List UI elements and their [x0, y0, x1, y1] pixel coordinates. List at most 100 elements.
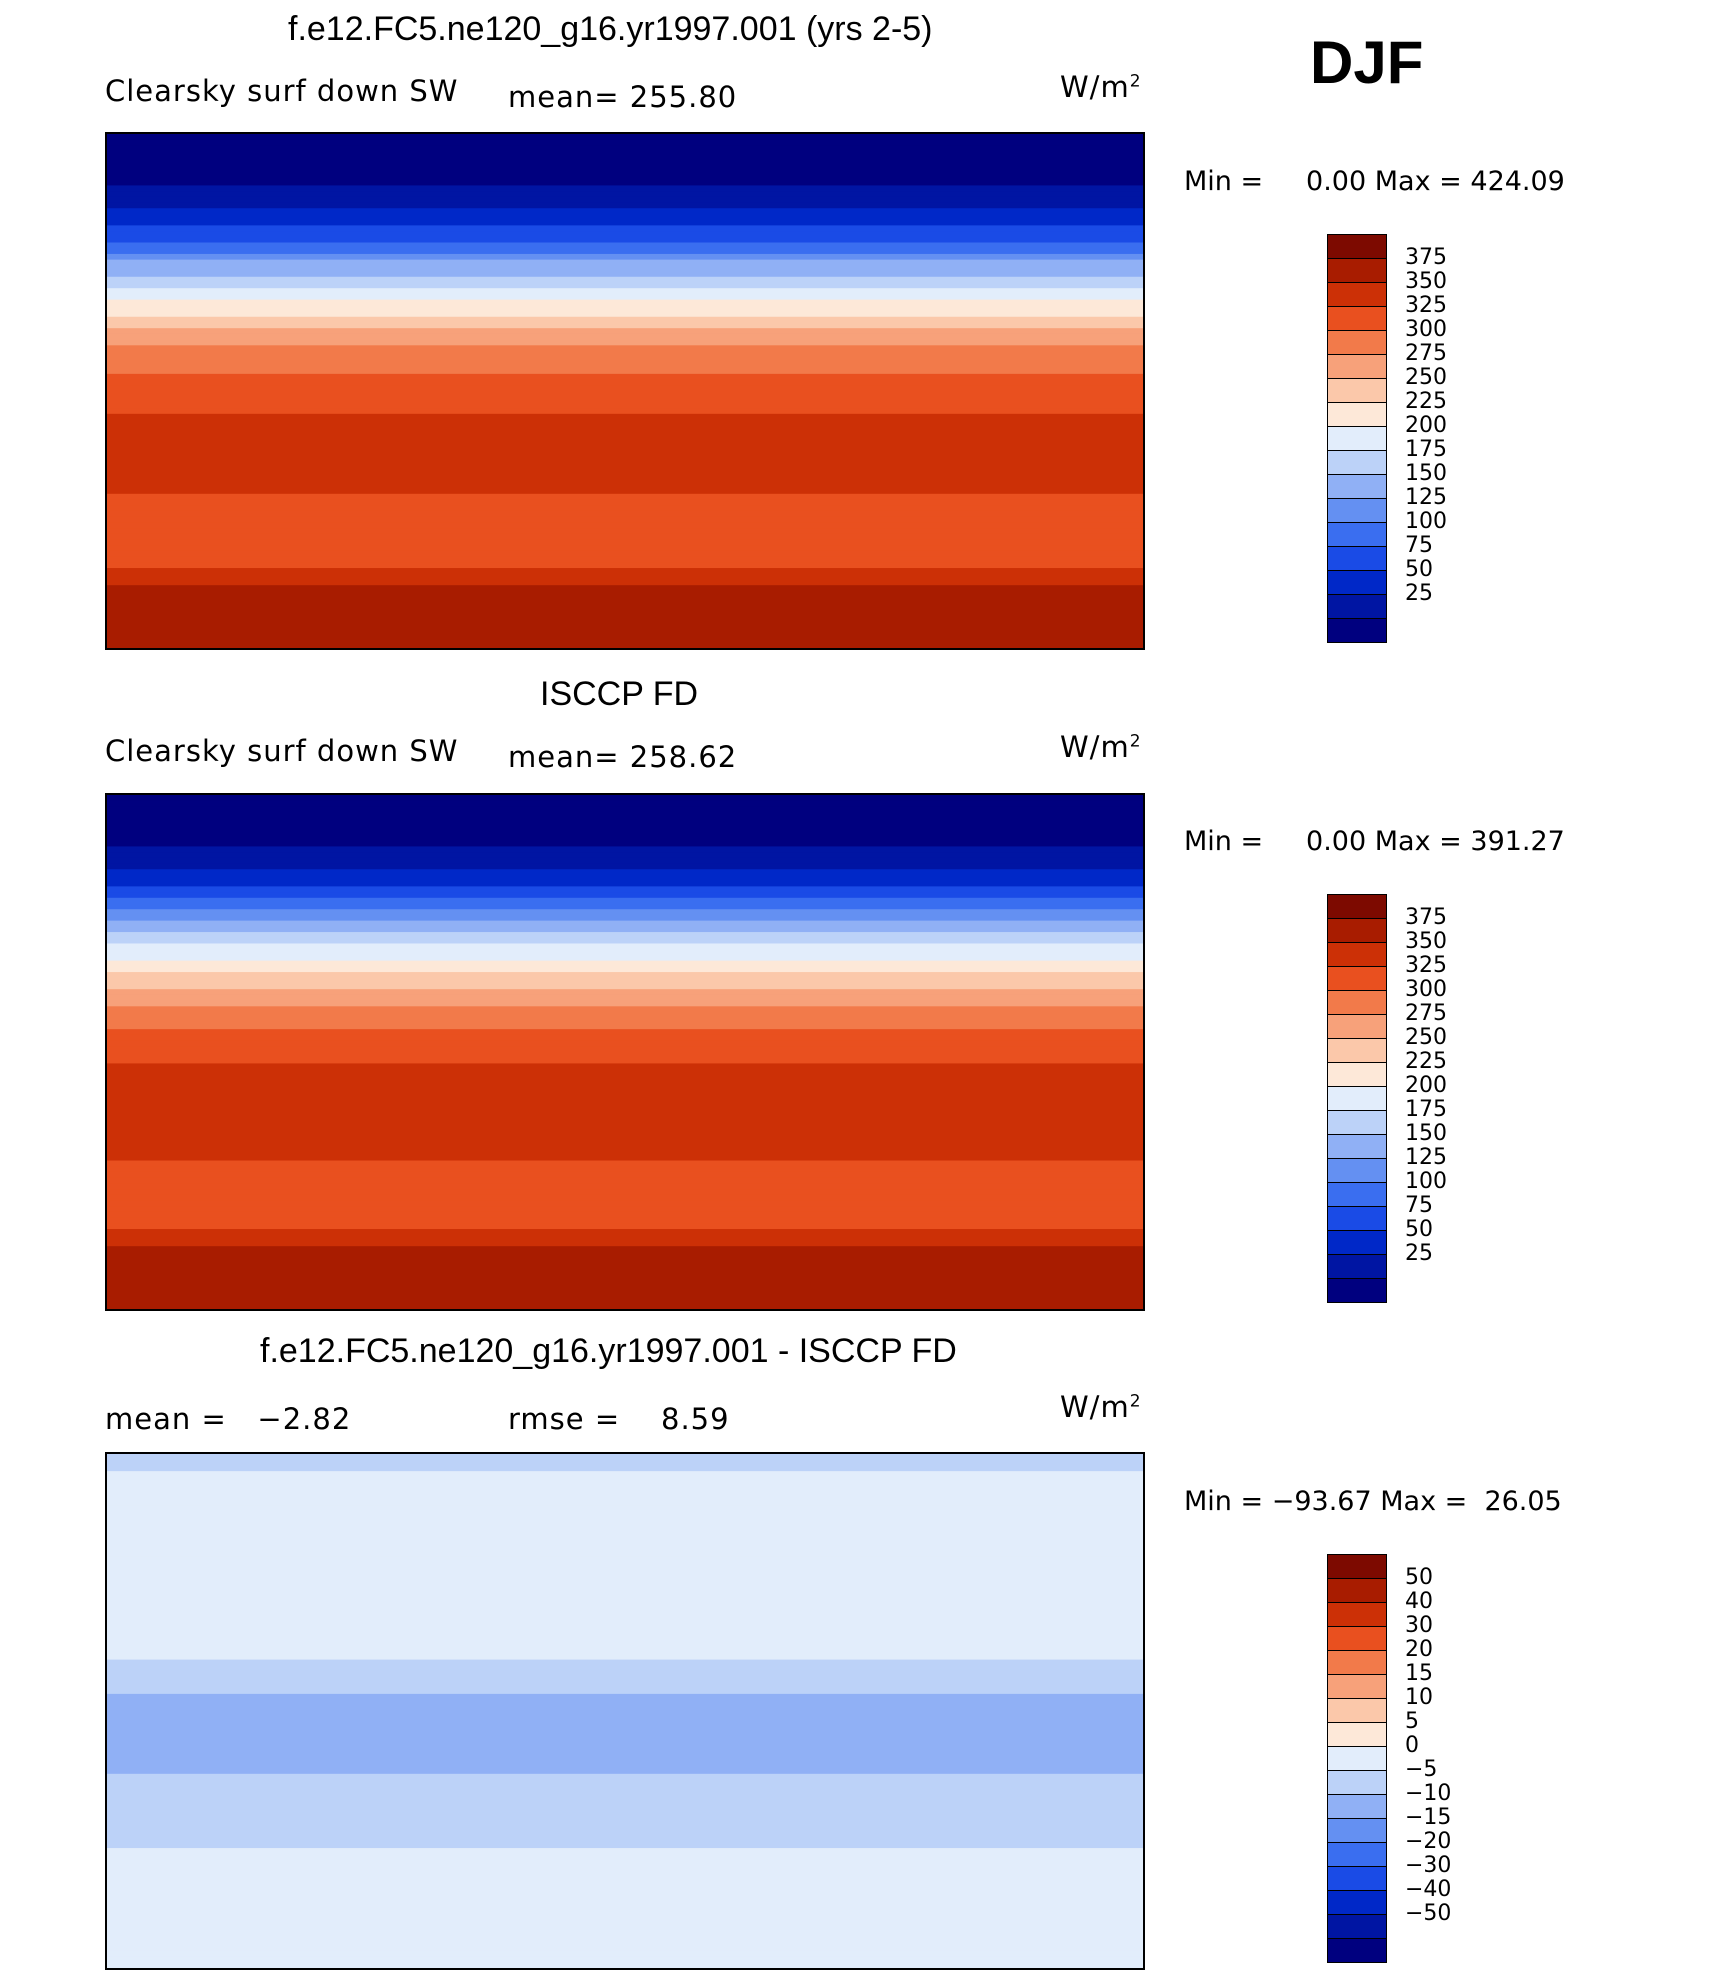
colorbar-cell [1327, 1230, 1387, 1255]
map-band [107, 1916, 1143, 1923]
map-band [107, 1762, 1143, 1769]
map-band [107, 1808, 1143, 1815]
map-band [107, 1693, 1143, 1701]
map-band [107, 1229, 1143, 1236]
colorbar-cell [1327, 594, 1387, 619]
map-band [107, 345, 1143, 352]
map-band [107, 1234, 1143, 1242]
map-band [107, 1551, 1143, 1558]
map-band [107, 248, 1143, 255]
colorbar-cell [1327, 1038, 1387, 1063]
map-band [107, 1246, 1143, 1253]
map-band [107, 402, 1143, 409]
map-band [107, 983, 1143, 990]
map-band [107, 1240, 1143, 1247]
map-band [107, 550, 1143, 558]
map-band [107, 328, 1143, 335]
map-band [107, 1046, 1143, 1053]
map-band [107, 1659, 1143, 1666]
colorbar-tick-label: 300 [1405, 977, 1447, 1002]
map-band [107, 1848, 1143, 1855]
map-band [107, 1476, 1143, 1484]
map-band [107, 1200, 1143, 1207]
colorbar-cell [1327, 1842, 1387, 1867]
map-band [107, 545, 1143, 552]
colorbar-tick-label: 20 [1405, 1637, 1433, 1662]
colorbar-tick-label: 250 [1405, 365, 1447, 390]
map-band [107, 869, 1143, 876]
map-band [107, 1910, 1143, 1918]
map-band [107, 1114, 1143, 1122]
map-band [107, 1682, 1143, 1689]
colorbar-cell [1327, 522, 1387, 547]
map-band [107, 886, 1143, 893]
colorbar-tick-label: 175 [1405, 437, 1447, 462]
map-band [107, 1040, 1143, 1047]
map-band [107, 1143, 1143, 1150]
panel-2-title: ISCCP FD [540, 675, 699, 713]
map-band [107, 333, 1143, 341]
colorbar-cell [1327, 918, 1387, 943]
colorbar-cell [1327, 426, 1387, 451]
map-band [107, 293, 1143, 301]
map-band [107, 539, 1143, 546]
map-band [107, 453, 1143, 461]
colorbar-tick-label: 25 [1405, 1241, 1433, 1266]
map-band [107, 231, 1143, 238]
colorbar-tick-label: 325 [1405, 953, 1447, 978]
map-band [107, 1465, 1143, 1472]
map-band [107, 465, 1143, 472]
map-band [107, 419, 1143, 426]
map-band [107, 1482, 1143, 1489]
map-band [107, 488, 1143, 495]
map-band [107, 573, 1143, 581]
map-band [107, 391, 1143, 398]
map-band [107, 585, 1143, 592]
colorbar-cell [1327, 546, 1387, 571]
map-band [107, 1939, 1143, 1946]
panel-1-variable-label: Clearsky surf down SW [105, 74, 459, 108]
map-band [107, 800, 1143, 808]
map-band [107, 225, 1143, 232]
map-band [107, 1034, 1143, 1042]
map-band [107, 351, 1143, 358]
map-band [107, 625, 1143, 632]
map-band [107, 1166, 1143, 1173]
map-band [107, 966, 1143, 973]
map-band [107, 994, 1143, 1002]
map-band [107, 168, 1143, 175]
map-band [107, 173, 1143, 181]
map-band [107, 1722, 1143, 1729]
map-band [107, 852, 1143, 859]
map-band [107, 914, 1143, 922]
map-band [107, 937, 1143, 945]
map-band [107, 1711, 1143, 1718]
map-band [107, 1097, 1143, 1104]
map-band [107, 1773, 1143, 1781]
map-band [107, 259, 1143, 266]
colorbar-tick-label: −20 [1405, 1829, 1452, 1854]
map-band [107, 1109, 1143, 1116]
map-band [107, 162, 1143, 169]
map-band [107, 1853, 1143, 1861]
map-band [107, 1956, 1143, 1963]
colorbar-cell [1327, 1134, 1387, 1159]
map-band [107, 1830, 1143, 1838]
map-band [107, 156, 1143, 164]
map-band [107, 857, 1143, 865]
colorbar-tick-label: 200 [1405, 1073, 1447, 1098]
map-band [107, 806, 1143, 813]
map-band [107, 1217, 1143, 1224]
map-band [107, 568, 1143, 575]
panel-3-map-field [107, 1454, 1143, 1968]
map-band [107, 134, 1143, 141]
map-band [107, 305, 1143, 312]
colorbar-cell [1327, 1158, 1387, 1183]
colorbar-tick-label: 25 [1405, 581, 1433, 606]
map-band [107, 276, 1143, 284]
panel-1-title: f.e12.FC5.ne120_g16.yr1997.001 (yrs 2-5) [288, 10, 933, 48]
colorbar-cell [1327, 990, 1387, 1015]
colorbar-cell [1327, 1626, 1387, 1651]
colorbar-cell [1327, 1278, 1387, 1303]
colorbar-tick-label: 10 [1405, 1685, 1433, 1710]
